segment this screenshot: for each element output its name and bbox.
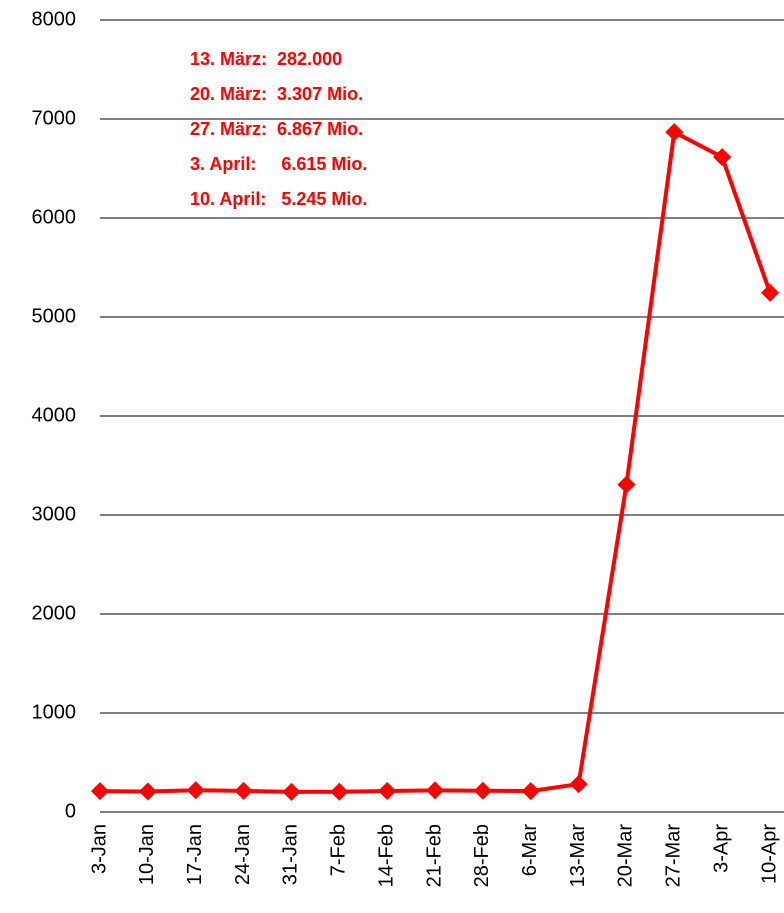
x-tick-label: 3-Apr [710, 824, 732, 873]
data-point [186, 781, 205, 800]
data-point [330, 782, 349, 801]
annotation: 3. April: 6.615 Mio. [190, 154, 367, 174]
data-point [473, 781, 492, 800]
x-tick-label: 10-Jan [136, 824, 158, 885]
data-point [91, 782, 109, 801]
data-point [665, 123, 684, 142]
x-tick-label: 13-Mar [567, 824, 589, 888]
y-tick-label: 0 [65, 800, 76, 822]
x-tick-label: 27-Mar [663, 824, 685, 888]
x-tick-label: 28-Feb [471, 824, 493, 887]
y-tick-label: 1000 [32, 701, 77, 723]
x-tick-label: 14-Feb [375, 824, 397, 887]
x-tick-label: 10-Apr [758, 824, 780, 884]
data-point [713, 148, 732, 167]
x-tick-label: 31-Jan [280, 824, 302, 885]
y-tick-label: 3000 [32, 503, 77, 525]
y-tick-label: 7000 [32, 107, 77, 129]
data-point [521, 782, 540, 801]
data-line [99, 130, 772, 794]
annotation: 20. März: 3.307 Mio. [190, 84, 363, 104]
data-point [569, 775, 588, 794]
y-tick-label: 5000 [32, 305, 77, 327]
y-tick-label: 2000 [32, 602, 77, 624]
x-tick-label: 21-Feb [423, 824, 445, 887]
x-tick-label: 20-Mar [615, 824, 637, 888]
x-tick-label: 7-Feb [328, 824, 350, 876]
annotation: 13. März: 282.000 [190, 49, 342, 69]
data-point [378, 782, 397, 801]
data-point [234, 781, 253, 800]
annotation: 10. April: 5.245 Mio. [190, 189, 367, 209]
y-tick-label: 4000 [32, 404, 77, 426]
x-tick-label: 17-Jan [184, 824, 206, 885]
data-point [426, 781, 444, 800]
y-tick-label: 8000 [32, 8, 77, 30]
data-point [138, 782, 157, 801]
x-tick-label: 6-Mar [519, 824, 541, 877]
x-tick-label: 24-Jan [232, 824, 254, 885]
annotation: 27. März: 6.867 Mio. [190, 119, 363, 139]
data-point [761, 283, 779, 302]
y-tick-label: 6000 [32, 206, 77, 228]
x-tick-label: 3-Jan [88, 824, 110, 874]
data-point [617, 475, 636, 494]
data-point [282, 782, 301, 801]
